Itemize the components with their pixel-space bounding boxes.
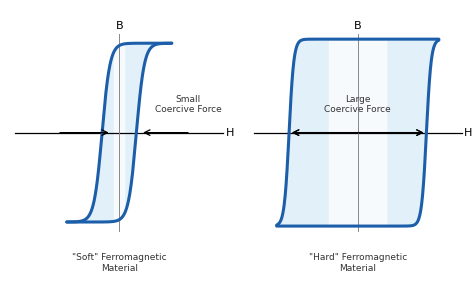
Text: H: H	[463, 128, 472, 138]
Text: "Soft" Ferromagnetic
Material: "Soft" Ferromagnetic Material	[72, 253, 166, 273]
Text: "Hard" Ferromagnetic
Material: "Hard" Ferromagnetic Material	[308, 253, 406, 273]
Text: H: H	[225, 128, 234, 138]
Polygon shape	[67, 43, 171, 222]
Text: Small
Coercive Force: Small Coercive Force	[154, 95, 221, 114]
Polygon shape	[328, 36, 386, 229]
Polygon shape	[276, 39, 438, 226]
Text: Large
Coercive Force: Large Coercive Force	[324, 95, 390, 114]
Text: B: B	[115, 21, 123, 31]
Polygon shape	[114, 36, 124, 229]
Text: B: B	[353, 21, 361, 31]
